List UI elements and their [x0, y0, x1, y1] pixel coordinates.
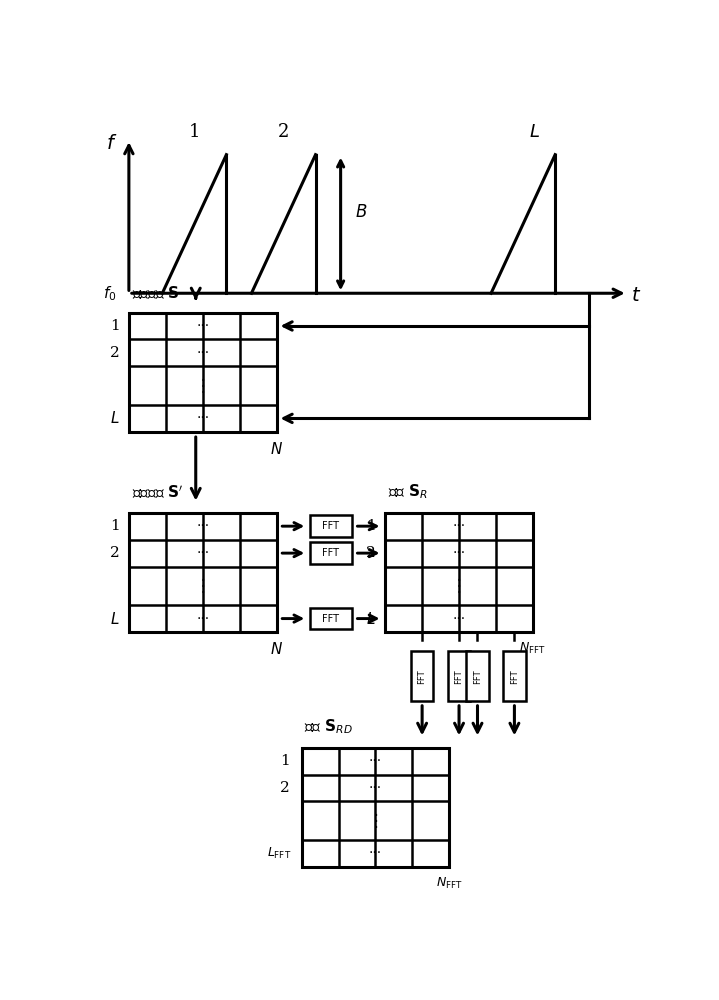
Text: ···: ···	[196, 346, 209, 360]
Text: ⋮: ⋮	[194, 577, 211, 595]
Text: 2: 2	[280, 781, 290, 795]
Text: 2: 2	[278, 123, 289, 141]
Text: ···: ···	[369, 781, 382, 795]
Text: $B$: $B$	[354, 204, 367, 221]
Text: 矩阵 $\mathbf{S}_R$: 矩阵 $\mathbf{S}_R$	[388, 482, 428, 501]
Text: $N_{\mathrm{FFT}}$: $N_{\mathrm{FFT}}$	[520, 641, 546, 656]
Text: $L$: $L$	[110, 410, 120, 426]
Bar	[385, 513, 533, 632]
Text: ⋮: ⋮	[367, 812, 384, 830]
Text: ···: ···	[452, 519, 466, 533]
Text: 1: 1	[110, 319, 120, 333]
Bar	[302, 748, 449, 867]
Text: $N_{\mathrm{FFT}}$: $N_{\mathrm{FFT}}$	[436, 876, 462, 891]
Text: $N$: $N$	[270, 641, 283, 657]
Text: FFT: FFT	[454, 669, 464, 684]
Text: ···: ···	[452, 612, 466, 626]
Text: ···: ···	[452, 546, 466, 560]
Text: ⋮: ⋮	[194, 377, 211, 395]
Text: $t$: $t$	[631, 287, 641, 305]
Bar	[503, 651, 526, 701]
Text: 离散采样 $\mathbf{S}$: 离散采样 $\mathbf{S}$	[132, 284, 179, 301]
Text: ···: ···	[196, 319, 209, 333]
Text: 2: 2	[367, 546, 376, 560]
Text: 矩阵 $\mathbf{S}_{RD}$: 矩阵 $\mathbf{S}_{RD}$	[304, 717, 353, 736]
Text: 2: 2	[110, 346, 120, 360]
Text: 1: 1	[367, 519, 376, 533]
Text: 1: 1	[110, 519, 120, 533]
Text: $L$: $L$	[367, 611, 376, 627]
Bar	[448, 651, 470, 701]
Text: $L$: $L$	[528, 123, 540, 141]
Text: ···: ···	[196, 411, 209, 425]
Text: $f$: $f$	[106, 134, 118, 153]
Text: ⋮: ⋮	[451, 577, 467, 595]
Text: $L_{\mathrm{FFT}}$: $L_{\mathrm{FFT}}$	[267, 846, 291, 861]
Text: ···: ···	[196, 519, 209, 533]
Text: ···: ···	[196, 546, 209, 560]
Bar	[129, 312, 277, 432]
Text: FFT: FFT	[322, 548, 339, 558]
Text: 1: 1	[280, 754, 290, 768]
Text: ···: ···	[196, 612, 209, 626]
Text: FFT: FFT	[322, 521, 339, 531]
Text: $L$: $L$	[110, 611, 120, 627]
Bar	[467, 651, 489, 701]
Text: 2: 2	[110, 546, 120, 560]
Bar	[310, 608, 352, 629]
Text: FFT: FFT	[322, 614, 339, 624]
Bar	[129, 513, 277, 632]
Bar	[310, 542, 352, 564]
Text: ···: ···	[369, 846, 382, 860]
Text: FFT: FFT	[473, 669, 482, 684]
Text: FFT: FFT	[510, 669, 519, 684]
Text: $f_0$: $f_0$	[103, 284, 116, 303]
Text: ···: ···	[369, 754, 382, 768]
Bar	[310, 515, 352, 537]
Text: FFT: FFT	[418, 669, 426, 684]
Text: 1: 1	[188, 123, 200, 141]
Bar	[411, 651, 434, 701]
Text: $N$: $N$	[270, 441, 283, 457]
Text: 降噪结果 $\mathbf{S}'$: 降噪结果 $\mathbf{S}'$	[132, 484, 183, 501]
